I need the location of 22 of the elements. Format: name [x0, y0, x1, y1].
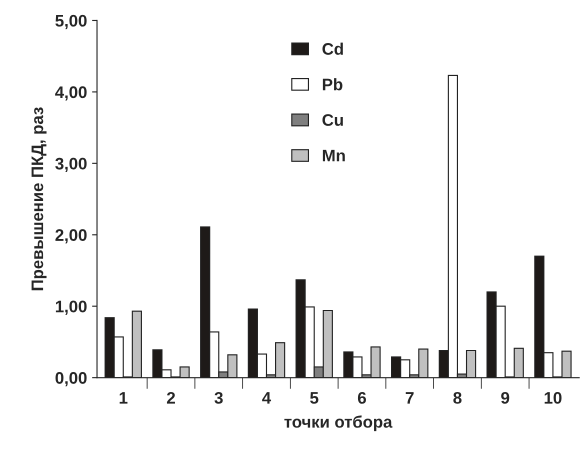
x-tick-label: 5	[310, 392, 318, 404]
y-tick-label: 3,00	[55, 158, 87, 172]
y-tick-label: 4,00	[55, 86, 87, 101]
x-tick-label: 8	[453, 392, 462, 404]
y-tick-label: 5,00	[55, 14, 87, 30]
y-tick-label: 2,00	[55, 229, 87, 244]
y-axis-title: Превышение ПКД, раз	[32, 107, 47, 290]
y-tick-label: 0,00	[56, 372, 87, 386]
legend-label: Pb	[322, 78, 342, 90]
x-tick-label: 7	[406, 392, 414, 404]
x-tick-label: 1	[120, 392, 128, 404]
x-tick-label: 9	[501, 392, 510, 404]
x-tick-label: 4	[262, 392, 272, 404]
legend-label: Mn	[322, 150, 345, 162]
x-tick-label: 6	[358, 392, 366, 404]
x-tick-label: 2	[166, 392, 175, 404]
x-tick-label: 3	[214, 392, 223, 404]
legend-label: Cd	[322, 42, 343, 55]
y-tick-label: 1,00	[56, 300, 87, 315]
legend-label: Cu	[322, 114, 343, 126]
x-tick-label: 10	[544, 392, 562, 404]
x-axis-title: точки отбора	[284, 415, 392, 432]
